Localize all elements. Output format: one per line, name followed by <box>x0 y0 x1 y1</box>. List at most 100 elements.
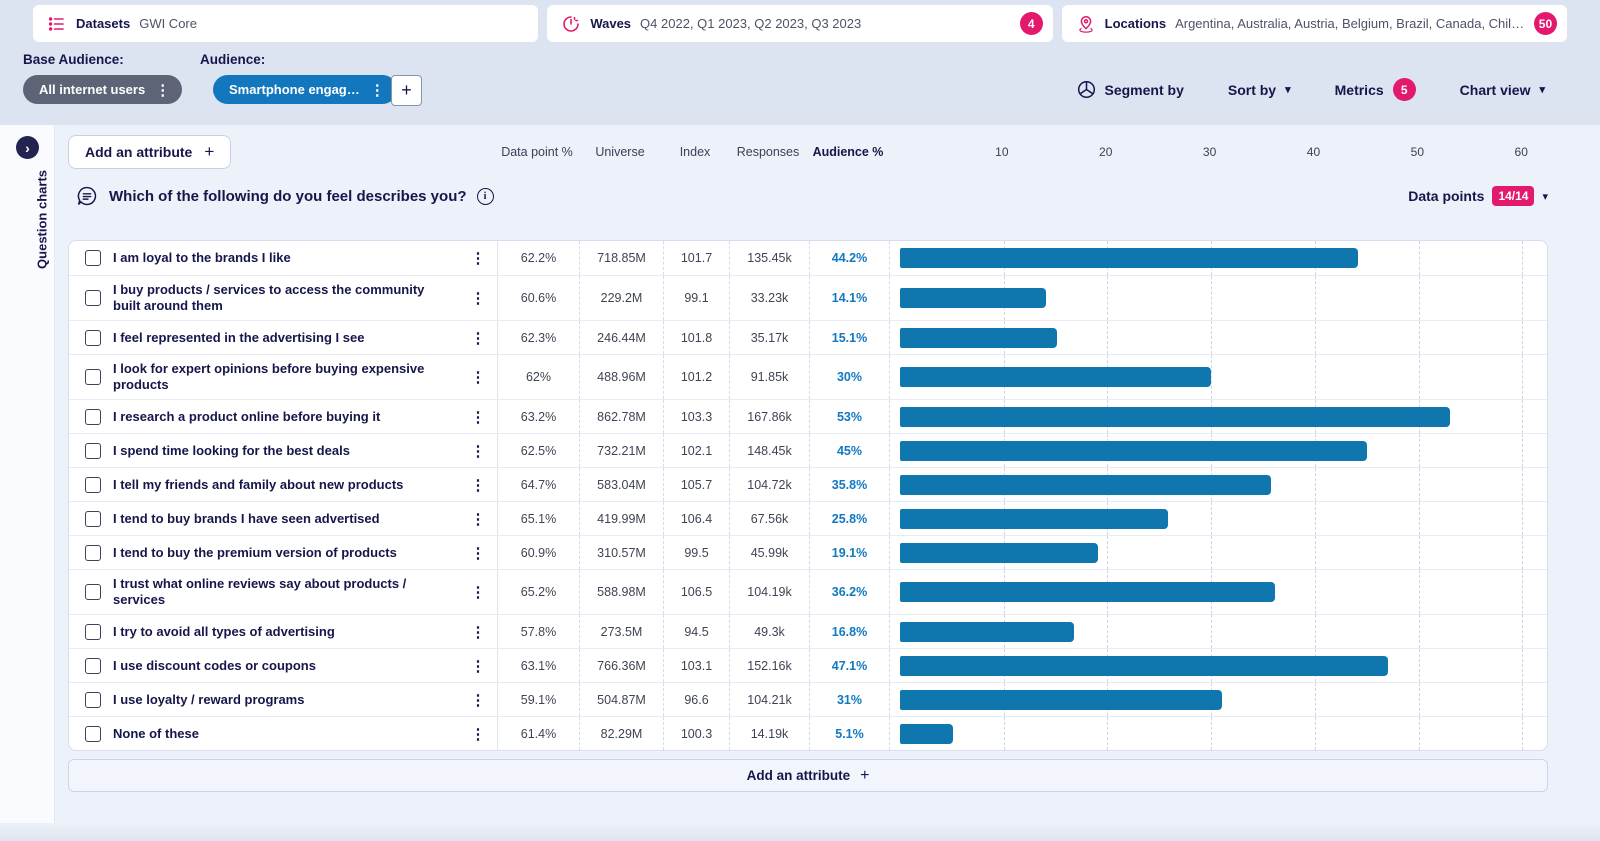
column-header-responses[interactable]: Responses <box>728 145 808 159</box>
row-menu-icon[interactable]: ⋮ <box>471 691 486 709</box>
responses-value: 104.72k <box>729 468 809 501</box>
audience-chip[interactable]: Smartphone engag… ⋮ <box>213 75 397 104</box>
responses-value: 104.19k <box>729 570 809 614</box>
base-audience-menu-icon[interactable]: ⋮ <box>155 81 170 99</box>
row-menu-icon[interactable]: ⋮ <box>471 623 486 641</box>
audience-bar[interactable] <box>900 328 1057 348</box>
column-header-index[interactable]: Index <box>662 145 728 159</box>
audience-bar[interactable] <box>900 248 1358 268</box>
row-menu-icon[interactable]: ⋮ <box>471 408 486 426</box>
data-point-value: 62.2% <box>497 241 579 275</box>
row-menu-icon[interactable]: ⋮ <box>471 249 486 267</box>
responses-value: 45.99k <box>729 536 809 569</box>
data-points-dropdown[interactable]: Data points 14/14 ▾ <box>1408 186 1548 206</box>
question-charts-strip: › Question charts <box>0 125 55 841</box>
row-menu-icon[interactable]: ⋮ <box>471 510 486 528</box>
column-header-universe[interactable]: Universe <box>578 145 662 159</box>
attribute-label: I feel represented in the advertising I … <box>111 321 459 354</box>
chart-area <box>900 536 1543 569</box>
responses-value: 104.21k <box>729 683 809 716</box>
add-audience-button[interactable]: + <box>391 75 422 106</box>
row-checkbox[interactable] <box>85 511 101 527</box>
locations-selector[interactable]: Locations Argentina, Australia, Austria,… <box>1062 5 1567 42</box>
expand-panel-button[interactable]: › <box>16 136 39 159</box>
row-checkbox[interactable] <box>85 726 101 742</box>
index-value: 102.1 <box>663 434 729 467</box>
audience-bar[interactable] <box>900 622 1074 642</box>
data-point-value: 60.9% <box>497 536 579 569</box>
row-menu-icon[interactable]: ⋮ <box>471 289 486 307</box>
chevron-down-icon: ▾ <box>1539 83 1545 96</box>
responses-value: 49.3k <box>729 615 809 648</box>
sort-by-button[interactable]: Sort by ▾ <box>1228 82 1291 98</box>
table-row: I look for expert opinions before buying… <box>69 354 1548 399</box>
row-checkbox[interactable] <box>85 545 101 561</box>
audience-bar[interactable] <box>900 690 1222 710</box>
row-checkbox[interactable] <box>85 658 101 674</box>
row-checkbox[interactable] <box>85 624 101 640</box>
universe-value: 273.5M <box>579 615 663 648</box>
row-menu-icon[interactable]: ⋮ <box>471 329 486 347</box>
chart-area <box>900 615 1543 648</box>
add-attribute-button-bottom[interactable]: Add an attribute + <box>68 759 1548 792</box>
column-header-data-point[interactable]: Data point % <box>496 145 578 159</box>
row-menu-icon[interactable]: ⋮ <box>471 442 486 460</box>
audience-bar[interactable] <box>900 543 1098 563</box>
responses-value: 33.23k <box>729 276 809 320</box>
audience-bar[interactable] <box>900 509 1168 529</box>
base-audience-chip[interactable]: All internet users ⋮ <box>23 75 182 104</box>
index-value: 106.5 <box>663 570 729 614</box>
row-menu-icon[interactable]: ⋮ <box>471 725 486 743</box>
row-menu-icon[interactable]: ⋮ <box>471 368 486 386</box>
waves-selector[interactable]: Waves Q4 2022, Q1 2023, Q2 2023, Q3 2023… <box>547 5 1052 42</box>
row-checkbox[interactable] <box>85 290 101 306</box>
column-header-audience[interactable]: Audience % <box>808 145 888 159</box>
audience-bar[interactable] <box>900 288 1046 308</box>
datasets-selector[interactable]: Datasets GWI Core <box>33 5 538 42</box>
chart-view-button[interactable]: Chart view ▾ <box>1460 82 1545 98</box>
segment-by-button[interactable]: Segment by <box>1077 80 1184 99</box>
universe-value: 82.29M <box>579 717 663 750</box>
table-row: I tend to buy the premium version of pro… <box>69 535 1548 569</box>
audience-bar[interactable] <box>900 582 1275 602</box>
universe-value: 583.04M <box>579 468 663 501</box>
chart-area <box>900 570 1543 614</box>
row-checkbox[interactable] <box>85 477 101 493</box>
row-menu-icon[interactable]: ⋮ <box>471 583 486 601</box>
waves-count-badge: 4 <box>1020 12 1043 35</box>
universe-value: 419.99M <box>579 502 663 535</box>
audience-bar[interactable] <box>900 475 1271 495</box>
chart-cell <box>889 570 1548 614</box>
row-checkbox[interactable] <box>85 584 101 600</box>
universe-value: 488.96M <box>579 355 663 399</box>
waves-label: Waves <box>590 16 631 31</box>
datasets-label: Datasets <box>76 16 130 31</box>
audience-bar[interactable] <box>900 724 953 744</box>
audience-value: 36.2% <box>809 570 889 614</box>
chart-axis-cell: 102030405060 <box>888 133 1548 171</box>
metrics-button[interactable]: Metrics 5 <box>1335 78 1416 101</box>
audience-bar[interactable] <box>900 407 1450 427</box>
info-icon[interactable]: i <box>477 188 494 205</box>
data-point-value: 59.1% <box>497 683 579 716</box>
location-pin-icon <box>1076 14 1096 34</box>
row-checkbox[interactable] <box>85 443 101 459</box>
data-points-badge: 14/14 <box>1492 186 1534 206</box>
table-row: I feel represented in the advertising I … <box>69 320 1548 354</box>
audience-value: 47.1% <box>809 649 889 682</box>
row-checkbox[interactable] <box>85 409 101 425</box>
row-menu-icon[interactable]: ⋮ <box>471 476 486 494</box>
question-title: Which of the following do you feel descr… <box>109 188 467 205</box>
row-checkbox[interactable] <box>85 330 101 346</box>
row-checkbox[interactable] <box>85 250 101 266</box>
audience-bar[interactable] <box>900 367 1211 387</box>
row-menu-icon[interactable]: ⋮ <box>471 544 486 562</box>
audience-bar[interactable] <box>900 656 1388 676</box>
row-menu-icon[interactable]: ⋮ <box>471 657 486 675</box>
row-checkbox[interactable] <box>85 369 101 385</box>
row-checkbox[interactable] <box>85 692 101 708</box>
audience-menu-icon[interactable]: ⋮ <box>370 81 385 99</box>
audience-bar[interactable] <box>900 441 1367 461</box>
add-attribute-button-top[interactable]: Add an attribute + <box>68 135 231 169</box>
axis-tick-label: 40 <box>1307 145 1320 159</box>
